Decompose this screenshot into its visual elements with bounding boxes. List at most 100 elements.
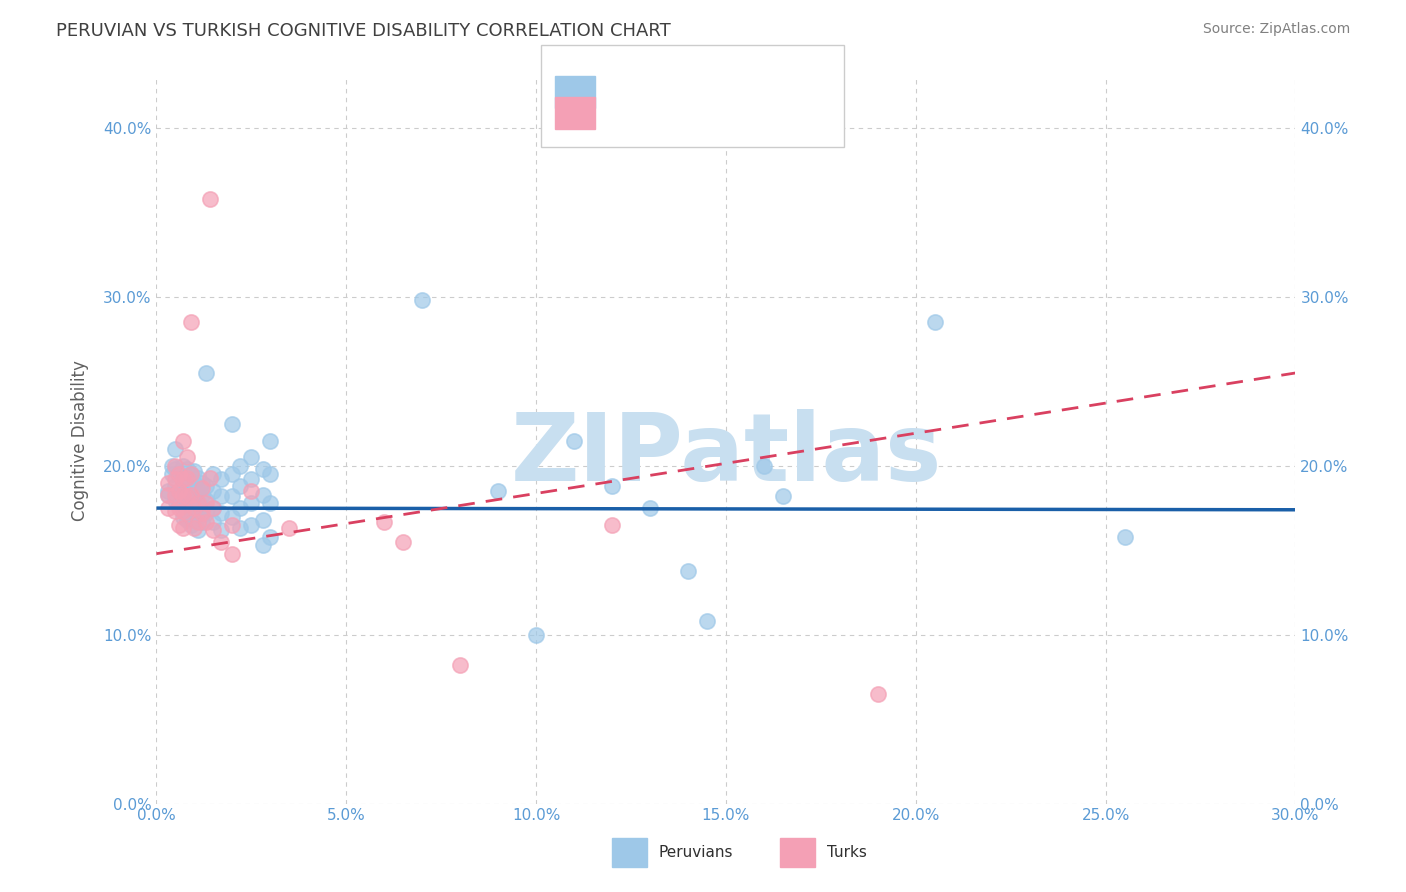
Point <box>165 472 187 486</box>
Point <box>209 472 232 486</box>
Point <box>172 487 194 501</box>
Point <box>240 484 263 499</box>
Point <box>172 484 194 499</box>
Text: Peruvians: Peruvians <box>658 846 733 860</box>
Point <box>172 509 194 524</box>
Point <box>198 471 221 485</box>
Point <box>156 484 179 499</box>
Point <box>169 496 191 510</box>
Point <box>194 496 217 510</box>
Point <box>183 464 205 478</box>
Point <box>676 564 699 578</box>
Point <box>259 434 281 448</box>
Point <box>172 521 194 535</box>
Point <box>156 501 179 516</box>
Point <box>172 504 194 518</box>
Point <box>172 472 194 486</box>
Point <box>252 538 274 552</box>
Point <box>183 501 205 516</box>
Point <box>229 501 252 516</box>
Point <box>187 483 209 497</box>
Point <box>772 489 794 503</box>
Point <box>165 462 187 476</box>
Y-axis label: Cognitive Disability: Cognitive Disability <box>72 360 89 521</box>
Text: 45: 45 <box>775 107 797 125</box>
Point <box>229 458 252 473</box>
Point <box>252 462 274 476</box>
Point <box>191 475 214 490</box>
Point <box>229 521 252 535</box>
Point <box>180 492 202 507</box>
Point <box>194 506 217 520</box>
Text: -0.014: -0.014 <box>651 58 710 76</box>
Point <box>172 472 194 486</box>
Point <box>180 487 202 501</box>
Point <box>165 487 187 501</box>
Point <box>252 513 274 527</box>
Point <box>202 515 225 529</box>
Point <box>259 496 281 510</box>
Point <box>866 687 889 701</box>
Point <box>198 192 221 206</box>
Point <box>172 498 194 512</box>
Point <box>221 417 243 431</box>
Text: PERUVIAN VS TURKISH COGNITIVE DISABILITY CORRELATION CHART: PERUVIAN VS TURKISH COGNITIVE DISABILITY… <box>56 22 671 40</box>
Point <box>240 518 263 533</box>
Point <box>176 475 198 490</box>
Point <box>169 467 191 482</box>
Point <box>169 484 191 499</box>
Point <box>1114 530 1136 544</box>
Point <box>160 467 183 482</box>
Point <box>169 467 191 482</box>
Text: ZIPatlas: ZIPatlas <box>510 409 942 501</box>
Point <box>187 496 209 510</box>
Point <box>924 315 946 329</box>
Point <box>183 475 205 490</box>
Text: Source: ZipAtlas.com: Source: ZipAtlas.com <box>1202 22 1350 37</box>
Point <box>373 515 395 529</box>
Point <box>252 487 274 501</box>
Point <box>221 489 243 503</box>
Point <box>169 518 191 533</box>
Point <box>156 475 179 490</box>
Point <box>176 471 198 485</box>
Point <box>172 458 194 473</box>
Point <box>278 521 301 535</box>
Point <box>169 501 191 516</box>
Point <box>696 614 718 628</box>
Point <box>165 479 187 493</box>
Point <box>180 315 202 329</box>
Point <box>202 467 225 482</box>
Point <box>209 534 232 549</box>
Point <box>191 515 214 529</box>
Point <box>562 434 585 448</box>
Point <box>209 489 232 503</box>
Text: R =: R = <box>609 107 645 125</box>
Point <box>160 458 183 473</box>
Point <box>183 513 205 527</box>
Point <box>259 467 281 482</box>
Point <box>191 481 214 495</box>
Point <box>176 489 198 503</box>
Point <box>187 515 209 529</box>
Point <box>524 628 547 642</box>
Text: Turks: Turks <box>827 846 866 860</box>
Point <box>752 458 775 473</box>
Text: N =: N = <box>735 107 772 125</box>
Point <box>187 509 209 524</box>
Point <box>449 658 471 673</box>
Point <box>240 496 263 510</box>
Point <box>411 293 433 308</box>
Point <box>176 450 198 465</box>
Point <box>187 496 209 510</box>
Point <box>259 530 281 544</box>
Point <box>486 484 509 499</box>
Point <box>165 442 187 456</box>
Point <box>165 504 187 518</box>
Point <box>172 434 194 448</box>
Point <box>194 479 217 493</box>
Point <box>191 487 214 501</box>
Point <box>240 472 263 486</box>
Point <box>176 506 198 520</box>
Point <box>169 484 191 499</box>
